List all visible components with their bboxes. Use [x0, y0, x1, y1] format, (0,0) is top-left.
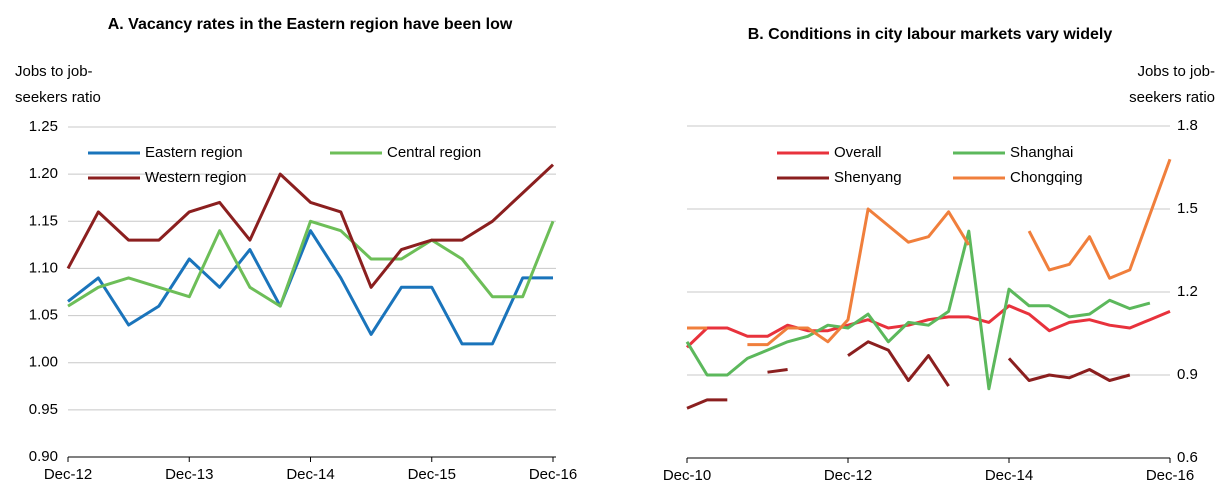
x-tick-label: Dec-13	[165, 466, 213, 483]
y-axis-label: Jobs to job-	[15, 63, 93, 80]
x-tick-label: Dec-12	[44, 466, 92, 483]
chart-title: A. Vacancy rates in the Eastern region h…	[107, 16, 513, 33]
x-tick-label: Dec-14	[286, 466, 334, 483]
y-tick-label: 1.2	[1177, 283, 1198, 300]
series-line	[66, 163, 555, 289]
x-tick-label: Dec-10	[663, 467, 711, 484]
series-line	[67, 219, 555, 308]
y-tick-label: 0.95	[29, 401, 58, 418]
series-line	[685, 304, 1171, 349]
x-tick-label: Dec-12	[824, 467, 872, 484]
series-line	[687, 158, 1172, 347]
y-axis-label: Jobs to job-	[1137, 63, 1215, 80]
y-tick-label: 1.25	[29, 118, 58, 135]
x-tick-label: Dec-16	[1146, 467, 1194, 484]
series-line	[686, 340, 1131, 410]
x-tick-label: Dec-14	[985, 467, 1033, 484]
x-tick-label: Dec-16	[529, 466, 577, 483]
y-tick-label: 1.10	[29, 259, 58, 276]
legend-label: Chongqing	[1010, 169, 1083, 186]
y-tick-label: 0.90	[29, 448, 58, 465]
y-tick-label: 1.8	[1177, 117, 1198, 134]
legend-label: Overall	[834, 144, 882, 161]
legend-label: Eastern region	[145, 144, 243, 161]
chart-title: B. Conditions in city labour markets var…	[747, 26, 1113, 43]
legend-label: Shenyang	[834, 169, 902, 186]
y-tick-label: 1.20	[29, 165, 58, 182]
y-tick-label: 1.5	[1177, 200, 1198, 217]
y-tick-label: 0.6	[1177, 449, 1198, 466]
x-tick-label: Dec-15	[408, 466, 456, 483]
series-line	[67, 229, 553, 346]
y-axis-label: seekers ratio	[15, 89, 101, 106]
y-tick-label: 1.05	[29, 307, 58, 324]
y-axis-label: seekers ratio	[1129, 89, 1215, 106]
legend-label: Central region	[387, 144, 481, 161]
series-line	[685, 229, 1151, 391]
y-tick-label: 1.15	[29, 212, 58, 229]
y-tick-label: 0.9	[1177, 366, 1198, 383]
legend-label: Western region	[145, 169, 246, 186]
y-tick-label: 1.00	[29, 354, 58, 371]
legend-label: Shanghai	[1010, 144, 1073, 161]
